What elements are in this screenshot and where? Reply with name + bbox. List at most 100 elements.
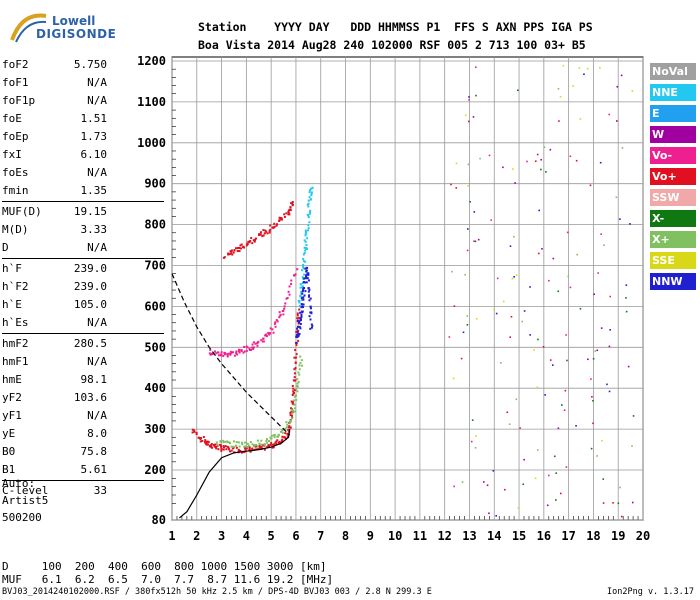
noise-point [596,455,598,457]
noise-point [513,276,515,278]
data-point [244,449,247,452]
data-point [278,311,281,314]
data-point [210,443,213,446]
data-point [294,367,297,370]
data-point [288,285,291,288]
data-point [193,429,196,432]
data-point [288,425,291,428]
data-point [283,213,286,216]
noise-point [542,345,545,348]
data-point [265,335,268,338]
param-row: MUF(D) 19.15 [2,203,165,221]
data-point [288,422,291,425]
data-point [298,316,301,319]
data-point [238,351,241,354]
noise-point [536,386,539,389]
data-point [240,451,243,454]
param-row: foF1p N/A [2,92,165,110]
data-point [255,448,258,451]
data-point [290,414,293,417]
param-row: hmF1 N/A [2,353,165,371]
param-name: foE [2,112,22,125]
x-tick-label: 13 [462,529,476,543]
data-point [236,250,239,253]
param-row: C-level 33 [2,482,165,500]
noise-point [534,477,537,480]
data-point [263,448,266,451]
data-point [307,295,310,298]
data-point [231,351,234,354]
param-row: h`Es N/A [2,314,165,332]
param-row: foF1 N/A [2,74,165,92]
header-line-2: Boa Vista 2014 Aug28 240 102000 RSF 005 … [198,38,586,52]
data-point [300,359,303,362]
data-point [310,192,313,195]
data-point [307,227,310,230]
noise-point [632,415,635,417]
noise-point [599,66,601,69]
dashed-trace [171,273,291,436]
data-point [252,347,255,350]
data-point [220,444,223,447]
noise-point [467,228,469,230]
data-point [252,341,255,344]
param-row: fmin 1.35 [2,182,165,200]
data-point [256,344,259,347]
data-point [248,348,251,351]
data-point [307,224,310,227]
data-point [237,350,240,353]
data-point [253,444,256,447]
noise-point [589,184,592,187]
param-value: 1.51 [80,112,108,125]
data-point [290,400,293,403]
y-tick-label: 500 [144,340,166,354]
param-name: h`E [2,298,22,311]
data-point [295,333,298,336]
data-point [251,343,254,346]
data-point [270,437,273,440]
noise-point [616,85,619,88]
data-point [271,328,274,331]
param-row: h`E 105.0 [2,296,165,314]
data-point [293,376,296,379]
y-tick-label: 1200 [137,54,166,68]
data-point [308,196,311,199]
data-point [262,340,265,343]
legend-entry: Vo+ [650,168,696,185]
y-tick-label: 400 [144,381,166,395]
data-point [306,277,309,280]
data-point [296,268,299,271]
data-point [294,356,297,359]
x-tick-label: 3 [218,529,225,543]
param-row: yE 8.0 [2,425,165,443]
data-point [287,290,290,293]
data-point [292,390,295,393]
data-point [285,212,288,215]
data-point [239,244,242,247]
data-point [240,349,243,352]
electron-density-profile [179,429,291,519]
param-value: N/A [87,355,107,368]
noise-point [510,315,513,318]
data-point [266,441,269,444]
noise-point [455,162,458,165]
y-tick-label: 80 [152,513,166,527]
data-point [302,267,305,270]
data-point [235,350,238,353]
data-point [252,346,255,349]
data-point [304,229,307,232]
data-point [264,334,267,337]
noise-point [576,253,579,256]
noise-point [566,359,568,362]
data-point [255,237,258,240]
data-point [246,242,249,245]
data-point [304,232,307,235]
data-point [241,443,244,446]
data-point [302,257,305,260]
data-point [251,447,254,450]
noise-point [549,359,552,361]
data-point [284,432,287,435]
data-point [256,439,259,442]
data-point [206,440,209,443]
data-point [288,213,291,216]
